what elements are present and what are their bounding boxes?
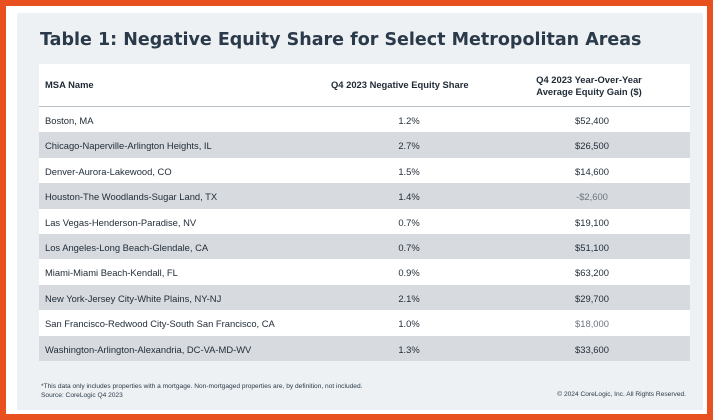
cell-msa-name: Washington-Arlington-Alexandria, DC-VA-M…	[45, 343, 252, 355]
cell-negative-equity-share: 0.7%	[398, 241, 420, 253]
cell-msa-name: Houston-The Woodlands-Sugar Land, TX	[45, 191, 218, 203]
cell-negative-equity-share: 1.4%	[398, 191, 420, 203]
cell-msa-name: Las Vegas-Henderson-Paradise, NV	[45, 216, 197, 228]
cell-msa-name: Boston, MA	[45, 115, 94, 126]
cell-msa-name: San Francisco-Redwood City-South San Fra…	[45, 318, 275, 330]
footnote-text: *This data only includes properties with…	[41, 383, 363, 390]
cell-equity-gain: $29,700	[575, 292, 609, 304]
table-header: MSA Name Q4 2023 Negative Equity Share Q…	[39, 64, 690, 107]
table-row: San Francisco-Redwood City-South San Fra…	[39, 310, 690, 336]
cell-negative-equity-share: 0.9%	[398, 267, 420, 279]
cell-msa-name: New York-Jersey City-White Plains, NY-NJ	[45, 292, 222, 304]
table-row: Denver-Aurora-Lakewood, CO 1.5% $14,600	[39, 157, 690, 184]
cell-msa-name: Denver-Aurora-Lakewood, CO	[45, 165, 172, 177]
cell-negative-equity-share: 2.7%	[398, 140, 420, 152]
table-title: Table 1: Negative Equity Share for Selec…	[40, 30, 642, 50]
header-equity-gain-line2: Average Equity Gain ($)	[536, 86, 642, 97]
cell-equity-gain: $19,100	[575, 216, 609, 228]
data-table: MSA Name Q4 2023 Negative Equity Share Q…	[39, 64, 690, 361]
header-msa-name: MSA Name	[45, 79, 94, 90]
cell-negative-equity-share: 1.0%	[398, 318, 420, 330]
cell-equity-gain: -$2,600	[576, 191, 608, 203]
table-row: New York-Jersey City-White Plains, NY-NJ…	[39, 284, 690, 311]
cell-msa-name: Miami-Miami Beach-Kendall, FL	[45, 267, 178, 279]
cell-msa-name: Los Angeles-Long Beach-Glendale, CA	[45, 241, 209, 253]
cell-negative-equity-share: 2.1%	[398, 292, 420, 304]
header-negative-equity-share: Q4 2023 Negative Equity Share	[331, 79, 469, 90]
cell-negative-equity-share: 0.7%	[398, 216, 420, 228]
cell-negative-equity-share: 1.3%	[398, 343, 420, 355]
cell-negative-equity-share: 1.2%	[398, 115, 420, 126]
footnote: *This data only includes properties with…	[41, 382, 362, 400]
cell-equity-gain: $18,000	[575, 318, 609, 330]
cell-equity-gain: $33,600	[575, 343, 609, 355]
table-row: Houston-The Woodlands-Sugar Land, TX 1.4…	[39, 183, 690, 209]
cell-equity-gain: $51,100	[575, 241, 609, 253]
header-equity-gain-line1: Q4 2023 Year-Over-Year	[536, 74, 642, 85]
table-row: Chicago-Naperville-Arlington Heights, IL…	[39, 132, 690, 158]
cell-equity-gain: $52,400	[575, 115, 609, 126]
table-row: Las Vegas-Henderson-Paradise, NV 0.7% $1…	[39, 208, 690, 234]
source-text: Source: CoreLogic Q4 2023	[41, 392, 123, 399]
cell-equity-gain: $14,600	[575, 165, 609, 177]
header-equity-gain: Q4 2023 Year-Over-Year Average Equity Ga…	[507, 74, 671, 98]
table-row: Washington-Arlington-Alexandria, DC-VA-M…	[39, 335, 690, 361]
table-row: Boston, MA 1.2% $52,400	[39, 107, 690, 133]
cell-equity-gain: $63,200	[575, 267, 609, 279]
table-row: Los Angeles-Long Beach-Glendale, CA 0.7%…	[39, 233, 690, 260]
cell-msa-name: Chicago-Naperville-Arlington Heights, IL	[45, 140, 212, 152]
table-row: Miami-Miami Beach-Kendall, FL 0.9% $63,2…	[39, 259, 690, 285]
cell-negative-equity-share: 1.5%	[398, 165, 420, 177]
table-card: Table 1: Negative Equity Share for Selec…	[17, 13, 703, 410]
cell-equity-gain: $26,500	[575, 140, 609, 152]
copyright-text: © 2024 CoreLogic, Inc. All Rights Reserv…	[557, 391, 686, 398]
